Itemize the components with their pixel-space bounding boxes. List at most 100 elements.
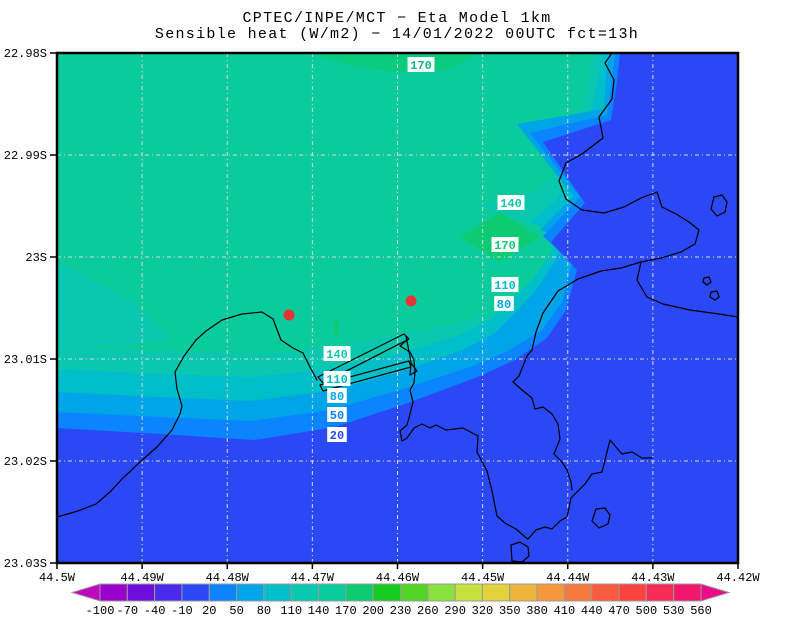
colorbar-arrow-left	[70, 583, 101, 602]
coastline-path	[636, 261, 738, 318]
contour-label: 110	[326, 373, 348, 387]
colorbar-box	[290, 583, 320, 602]
colorbar-box	[645, 583, 675, 602]
contour-label: 80	[497, 298, 511, 312]
x-tick-label: 44.48W	[206, 571, 250, 585]
colorbar-box	[618, 583, 647, 602]
colorbar-arrow-right	[700, 583, 731, 602]
contour-label: 140	[500, 197, 522, 211]
colorbar-level-label: -10	[171, 604, 193, 618]
colorbar-level-label: 320	[472, 604, 494, 618]
fill-sliver-170-200	[334, 318, 339, 336]
contour-label: 20	[330, 429, 344, 443]
colorbar-box	[400, 583, 429, 602]
colorbar-level-label: 560	[690, 604, 712, 618]
colorbar-box	[454, 583, 483, 602]
colorbar-level-label: 500	[636, 604, 658, 618]
colorbar-level-label: 470	[608, 604, 630, 618]
colorbar-level-label: 290	[444, 604, 466, 618]
colorbar-box	[536, 583, 565, 602]
island-outline	[702, 276, 712, 286]
chart-title: CPTEC/INPE/MCT − Eta Model 1km	[242, 10, 551, 27]
x-tick-label: 44.5W	[39, 571, 76, 585]
contour-label: 80	[330, 390, 344, 404]
coastline-layer	[57, 53, 738, 563]
colorbar-level-label: 80	[257, 604, 271, 618]
y-tick-label: 23.02S	[4, 455, 47, 469]
station-dot	[405, 295, 417, 307]
contour-label-bg	[497, 195, 525, 210]
colorbar-box	[208, 583, 238, 602]
x-tick-label: 44.42W	[716, 571, 760, 585]
colorbar-box	[154, 583, 183, 602]
x-tick-label: 44.47W	[291, 571, 335, 585]
x-tick-label: 44.46W	[376, 571, 420, 585]
station-marker-layer	[283, 295, 417, 321]
colorbar-box	[318, 583, 347, 602]
contour-label-bg	[491, 237, 519, 252]
y-tick-label: 23.01S	[4, 353, 47, 367]
colorbar-level-label: 350	[499, 604, 521, 618]
contour-label-bg	[494, 296, 514, 311]
y-tick-label: 22.99S	[4, 149, 47, 163]
contour-label-bg	[327, 427, 347, 442]
contour-label: 170	[494, 239, 516, 253]
contour-label: 50	[330, 409, 344, 423]
colorbar-box	[181, 583, 210, 602]
channel-strip-outline	[317, 333, 410, 384]
colorbar-box	[372, 583, 402, 602]
coastline-path	[399, 339, 653, 540]
fill-wedge-top	[310, 53, 480, 72]
island-outline	[709, 290, 720, 301]
colorbar-level-label: 440	[581, 604, 603, 618]
colorbar-box	[673, 583, 702, 602]
x-tick-label: 44.45W	[461, 571, 505, 585]
station-dot	[283, 309, 295, 321]
coastline-path	[512, 312, 573, 491]
colorbar-box	[99, 583, 128, 602]
contour-label: 140	[326, 348, 348, 362]
x-tick-label: 44.43W	[631, 571, 675, 585]
colorbar-level-label: 170	[335, 604, 357, 618]
gridline-layer	[57, 53, 738, 563]
contour-label-bg	[407, 57, 435, 72]
colorbar-level-label: 230	[390, 604, 412, 618]
contour-label-bg	[323, 346, 351, 361]
colorbar-level-label: -70	[117, 604, 139, 618]
contour-label-bg	[327, 388, 347, 403]
colorbar-level-label: 380	[526, 604, 548, 618]
colorbar-level-label: 530	[663, 604, 685, 618]
y-tick-label: 22.98S	[4, 47, 47, 61]
y-tick-label: 23.03S	[4, 557, 47, 571]
axes-layer: 44.5W 44.49W 44.48W 44.47W 44.46W 44.45W 44.44…	[4, 47, 761, 585]
contour-label-bg	[327, 407, 347, 422]
island-outline	[510, 541, 530, 563]
colorbar-level-label: 200	[362, 604, 384, 618]
x-tick-label: 44.44W	[546, 571, 590, 585]
colorbar-level-label: 110	[280, 604, 302, 618]
colorbar-level-label: 50	[229, 604, 243, 618]
island-outline	[710, 194, 728, 217]
colorbar-layer: -100 -70 -40 -10 20 50 80 110 140 170 200 230 260 290…	[70, 583, 731, 618]
colorbar-level-label: 20	[202, 604, 216, 618]
colorbar-box	[263, 583, 292, 602]
colorbar-level-label: 140	[308, 604, 330, 618]
island-outline	[591, 507, 611, 529]
colorbar-box	[509, 583, 538, 602]
colorbar-box	[591, 583, 620, 602]
colorbar-box	[563, 583, 593, 602]
colorbar-box	[427, 583, 456, 602]
contour-label-layer: 170 140 170 110 80 140 110 80 50 20	[323, 57, 525, 443]
contour-label-bg	[323, 371, 351, 386]
colorbar-level-label: 410	[554, 604, 576, 618]
y-tick-label: 23S	[25, 251, 47, 265]
coastline-path	[542, 53, 700, 314]
colorbar-box	[236, 583, 265, 602]
contour-label-bg	[491, 277, 519, 292]
colorbar-level-label: 260	[417, 604, 439, 618]
x-tick-label: 44.49W	[121, 571, 165, 585]
colorbar-level-label: -100	[86, 604, 115, 618]
fill-band-minus10-20	[57, 53, 738, 563]
